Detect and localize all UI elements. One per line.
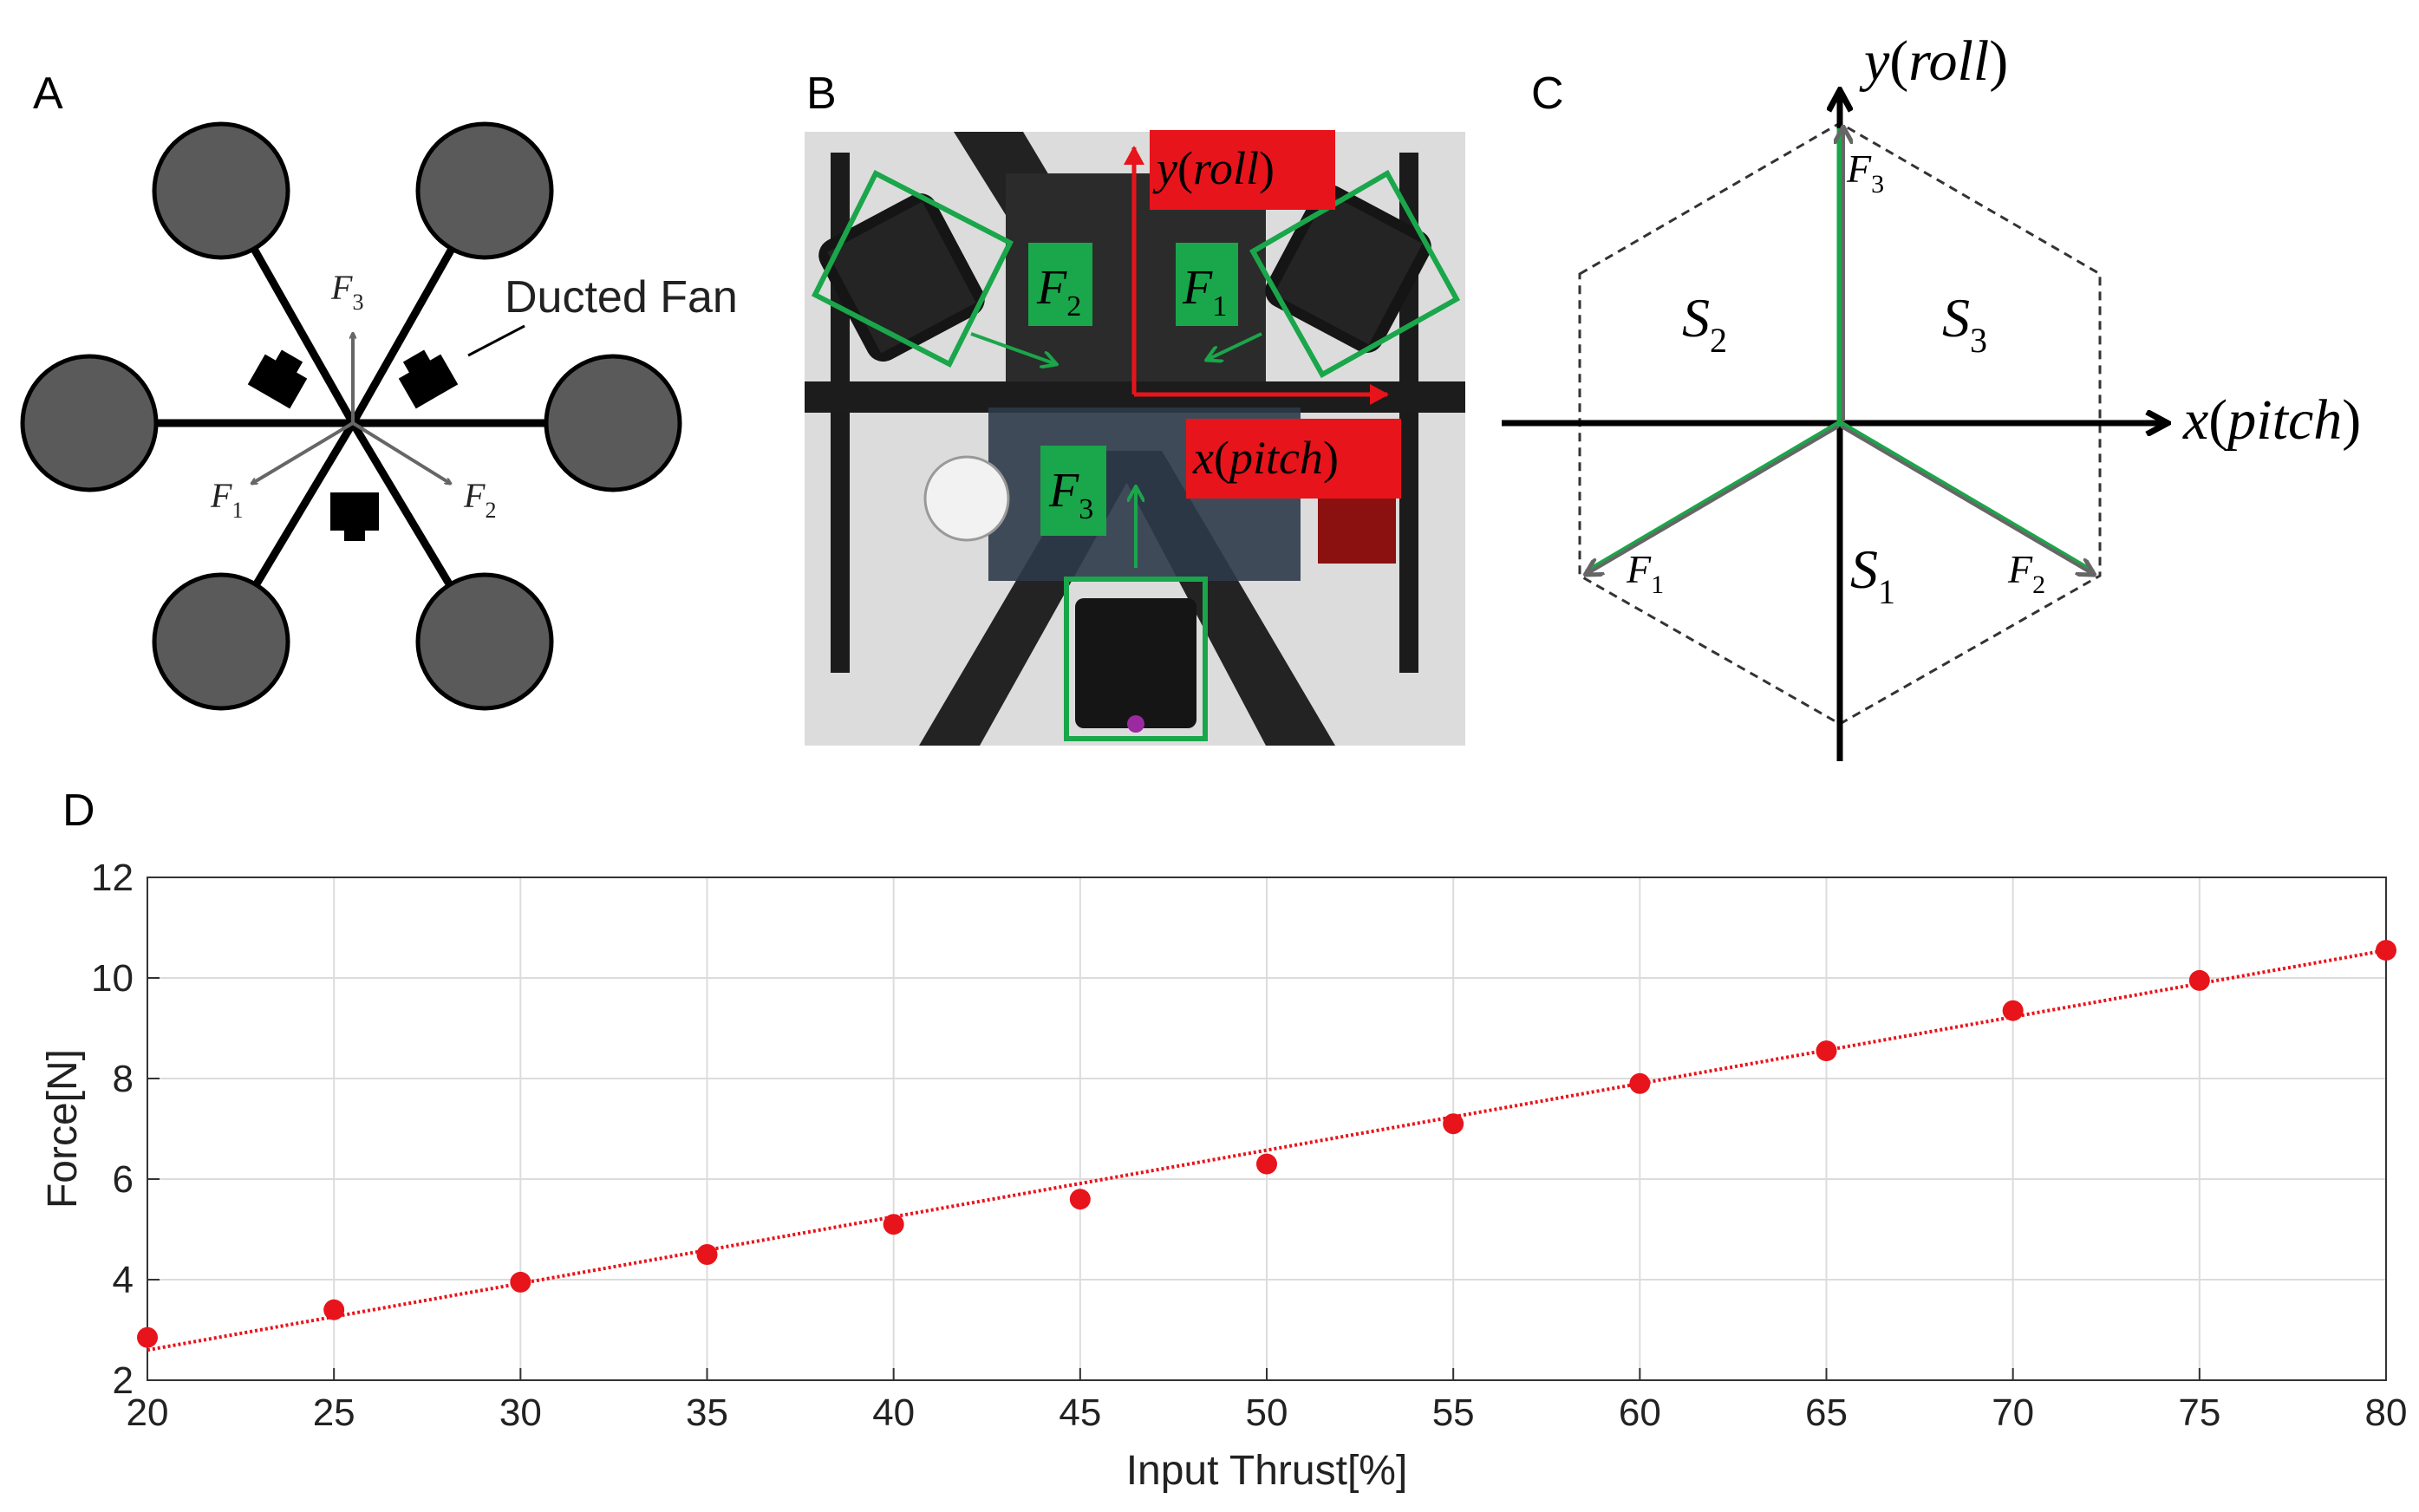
force-label-f2-a: F2 [463,476,496,523]
thrust-force-chart: 20 25 30 35 40 45 50 55 60 65 70 75 80 2 4 6 8 10 12 Input … [40,857,2407,1494]
ducted-fan-leader [467,324,525,357]
data-point [2376,940,2396,961]
rotor-bottom-left [152,572,290,711]
x-tick-label: 30 [499,1391,542,1434]
rotor-right [544,354,682,492]
region-s3: S3 [1942,287,1987,360]
rotor-left [20,354,159,492]
data-point [1069,1189,1091,1210]
y-tick-label: 2 [113,1359,134,1402]
data-point [1816,1040,1837,1062]
x-tick-label: 70 [1992,1391,2034,1434]
x-tick-label: 50 [1246,1391,1288,1434]
rotor-top-left [152,121,290,260]
data-point [2002,1000,2024,1021]
y-tick-label: 4 [113,1259,134,1301]
x-tick-label: 80 [2365,1391,2408,1434]
body-axes-b [1124,146,1389,405]
force-label-f1-a: F1 [210,476,243,523]
ducted-fan-icons [247,349,459,541]
data-point [883,1214,904,1235]
region-s2: S2 [1682,287,1727,360]
svg-text:x(pitch): x(pitch) [1192,432,1339,484]
panel-a: A Ducted Fan F3 [20,68,738,711]
y-tick-label: 8 [113,1058,134,1100]
data-point [323,1299,345,1320]
panel-d: D 20 25 30 35 40 45 50 55 60 65 70 75 80 2 4 6 8 10 12 Inpu… [40,785,2407,1494]
x-tick-label: 75 [2178,1391,2220,1434]
force-label-f1-c: F1 [1626,547,1664,599]
force-label-f3-c: F3 [1846,147,1884,199]
data-point [1629,1072,1651,1094]
data-point [137,1326,158,1348]
panel-letter-b: B [806,68,837,119]
data-point [1256,1153,1277,1175]
x-pitch-label-b: x(pitch) [1186,419,1401,499]
x-tick-label: 25 [313,1391,355,1434]
svg-text:y(roll): y(roll) [1152,142,1275,194]
rotors [20,121,682,711]
force-label-f3-a: F3 [330,268,363,315]
x-tick-label: 35 [686,1391,728,1434]
data-point [510,1271,531,1293]
svg-text:F1: F1 [1182,261,1227,323]
panel-letter-c: C [1531,68,1564,119]
force-box-f3: F3 [1040,446,1106,536]
data-point [1443,1113,1464,1135]
x-tick-label: 55 [1432,1391,1475,1434]
y-axis-label: Force[N] [40,1049,86,1209]
svg-text:F2: F2 [1036,261,1081,323]
panel-letter-d: D [62,785,95,836]
x-tick-label: 40 [872,1391,915,1434]
x-tick-label: 45 [1059,1391,1101,1434]
force-label-f2-c: F2 [2007,547,2045,599]
panel-b: B [805,68,1465,746]
motor-highlight-boxes [811,169,1461,741]
force-box-f1: F1 [1176,243,1238,326]
rotor-bottom-right [415,572,554,711]
y-roll-label-c: y(roll) [1859,29,2008,93]
x-pitch-label-c: x(pitch) [2182,388,2361,452]
x-tick-label: 20 [127,1391,169,1434]
motor-arrows-b [970,332,1262,568]
panel-letter-a: A [33,68,63,119]
y-tick-label: 12 [91,857,134,899]
panel-c: C y(roll) x(pitch) S2 S3 S1 F3 F1 F2 [1502,29,2361,761]
data-point [2188,969,2210,991]
y-tick-label: 10 [91,957,134,1000]
data-point [696,1244,718,1265]
x-axis-label: Input Thrust[%] [1126,1448,1408,1494]
force-arrows-a [251,333,451,486]
x-tick-label: 60 [1619,1391,1661,1434]
rotor-top-right [415,121,554,260]
y-roll-label-b: y(roll) [1150,130,1335,210]
svg-text:F3: F3 [1048,464,1093,525]
y-tick-label: 6 [113,1158,134,1201]
region-s1: S1 [1850,538,1895,611]
ducted-fan-label: Ducted Fan [505,272,738,323]
x-tick-label: 65 [1805,1391,1848,1434]
force-box-f2: F2 [1028,243,1092,326]
force-vectors-c [1587,128,2093,574]
